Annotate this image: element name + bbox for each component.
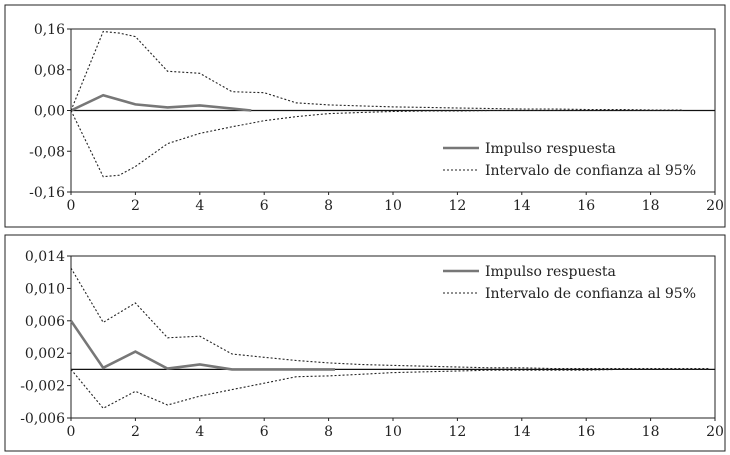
- x-tick-label: 8: [324, 424, 333, 440]
- x-tick-label: 10: [384, 424, 402, 440]
- confidence-band-line: [70, 368, 709, 409]
- y-tick-label: 0,002: [25, 346, 65, 362]
- x-tick-label: 16: [577, 198, 595, 214]
- legend-label: Intervalo de confianza al 95%: [485, 286, 696, 302]
- y-tick-label: 0,006: [25, 314, 65, 330]
- plot-area: [70, 255, 716, 419]
- chart-panel-1: 0,16 0,08 0,00 -0,08 -0,160 2 4 6 8 10 12 14 16 18 20 I…: [4, 4, 726, 228]
- x-tick-label: 4: [195, 424, 204, 440]
- x-tick-label: 14: [513, 424, 531, 440]
- x-tick-label: 20: [706, 424, 724, 440]
- chart-frame: [4, 4, 726, 228]
- confidence-band-line: [70, 267, 709, 370]
- x-tick-label: 12: [448, 424, 466, 440]
- chart-frame: [4, 234, 726, 452]
- y-tick-label: -0,002: [20, 379, 65, 395]
- legend-label: Intervalo de confianza al 95%: [485, 163, 696, 179]
- y-tick-label: 0,08: [34, 63, 65, 79]
- x-tick-label: 6: [260, 198, 269, 214]
- x-tick-label: 0: [67, 198, 76, 214]
- y-tick-label: 0,00: [34, 104, 65, 120]
- y-tick-label: 0,014: [25, 249, 65, 265]
- x-tick-label: 2: [131, 198, 140, 214]
- x-tick-label: 6: [260, 424, 269, 440]
- impulse-response-line: [69, 320, 335, 371]
- x-tick-label: 16: [577, 424, 595, 440]
- x-tick-label: 14: [513, 198, 531, 214]
- y-tick-label: 0,16: [34, 22, 65, 38]
- x-tick-label: 2: [131, 424, 140, 440]
- x-tick-label: 12: [448, 198, 466, 214]
- y-tick-label: 0,010: [25, 281, 65, 297]
- x-tick-label: 20: [706, 198, 724, 214]
- x-tick-label: 10: [384, 198, 402, 214]
- y-tick-label: -0,08: [29, 144, 65, 160]
- x-tick-label: 8: [324, 198, 333, 214]
- y-tick-label: -0,16: [29, 185, 65, 201]
- x-tick-label: 0: [67, 424, 76, 440]
- legend-label: Impulso respuesta: [485, 264, 616, 280]
- confidence-band-line: [70, 30, 683, 111]
- y-tick-label: -0,006: [20, 411, 65, 427]
- x-tick-label: 18: [642, 424, 660, 440]
- legend-label: Impulso respuesta: [485, 141, 616, 157]
- impulse-response-line: [70, 93, 252, 112]
- x-tick-label: 4: [195, 198, 204, 214]
- confidence-band-line: [70, 109, 683, 178]
- x-tick-label: 18: [642, 198, 660, 214]
